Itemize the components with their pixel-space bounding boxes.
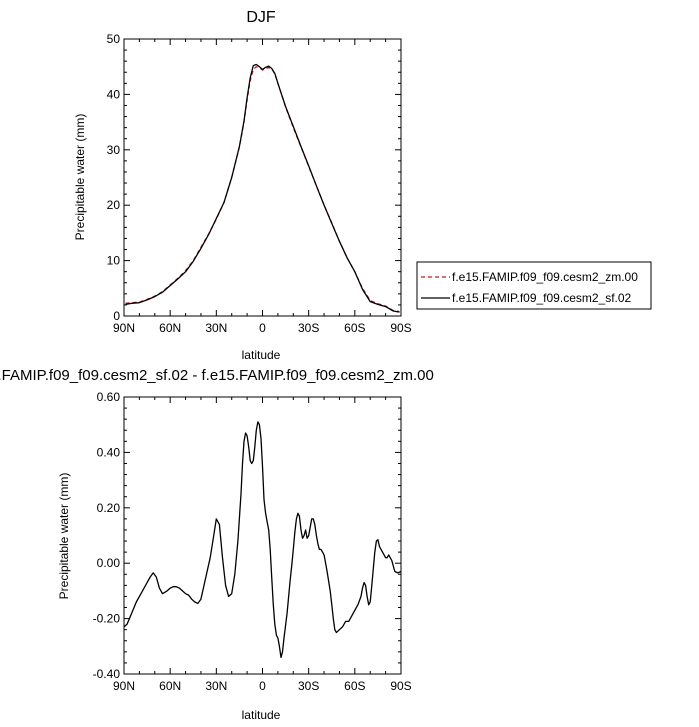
top-ytick-label: 30 — [107, 143, 121, 157]
legend-box — [416, 261, 652, 310]
legend-label-sf: f.e15.FAMIP.f09_f09.cesm2_sf.02 — [452, 291, 632, 305]
top-chart: 90N 60N 30N 0 30S 60S 90S 0 10 20 30 40 50 — [107, 32, 412, 335]
bottom-xtick-label: 60N — [159, 679, 181, 693]
top-xtick-label: 30N — [205, 321, 227, 335]
bottom-plot-frame — [123, 396, 402, 675]
top-xtick-label: 60N — [159, 321, 181, 335]
top-series-line-0 — [125, 66, 400, 313]
bottom-ytick-label: 0.00 — [97, 556, 121, 570]
bottom-ytick-label: -0.20 — [93, 612, 121, 626]
top-xtick-label: 30S — [298, 321, 319, 335]
bottom-ytick-label: 0.60 — [97, 390, 121, 404]
bottom-ytick-label: 0.40 — [97, 445, 121, 459]
top-xtick-label: 90N — [113, 321, 135, 335]
top-ytick-label: 40 — [107, 87, 121, 101]
top-xtick-label: 60S — [344, 321, 365, 335]
bottom-chart-ylabel: Precipitable water (mm) — [57, 473, 71, 600]
bottom-chart-xlabel: latitude — [242, 708, 281, 722]
top-ytick-label: 0 — [113, 309, 120, 323]
top-chart-xlabel: latitude — [242, 348, 281, 362]
top-xtick-label: 0 — [259, 321, 266, 335]
legend-label-zm: f.e15.FAMIP.f09_f09.cesm2_zm.00 — [452, 270, 638, 284]
bottom-xtick-label: 30S — [298, 679, 319, 693]
top-xtick-label: 90S — [390, 321, 411, 335]
bottom-chart-title: f.e15.FAMIP.f09_f09.cesm2_sf.02 - f.e15.… — [0, 367, 434, 384]
bottom-xtick-label: 60S — [344, 679, 365, 693]
bottom-ytick-label: -0.40 — [93, 667, 121, 681]
top-chart-title: DJF — [246, 9, 276, 26]
top-chart-ylabel: Precipitable water (mm) — [73, 114, 87, 241]
top-ytick-label: 50 — [107, 32, 121, 46]
bottom-xtick-label: 90S — [390, 679, 411, 693]
bottom-xtick-label: 0 — [259, 679, 266, 693]
top-ytick-label: 20 — [107, 198, 121, 212]
top-plot-frame — [123, 38, 402, 317]
bottom-xtick-label: 90N — [113, 679, 135, 693]
bottom-xtick-label: 30N — [205, 679, 227, 693]
top-ytick-label: 10 — [107, 254, 121, 268]
bottom-series-line-0 — [123, 421, 402, 659]
bottom-ytick-label: 0.20 — [97, 501, 121, 515]
top-series-line-1 — [125, 63, 400, 313]
bottom-chart: 90N 60N 30N 0 30S 60S 90S -0.40 -0.20 0.00 0.20 0.4… — [93, 390, 412, 693]
legend: f.e15.FAMIP.f09_f09.cesm2_zm.00 f.e15.FA… — [416, 261, 652, 310]
